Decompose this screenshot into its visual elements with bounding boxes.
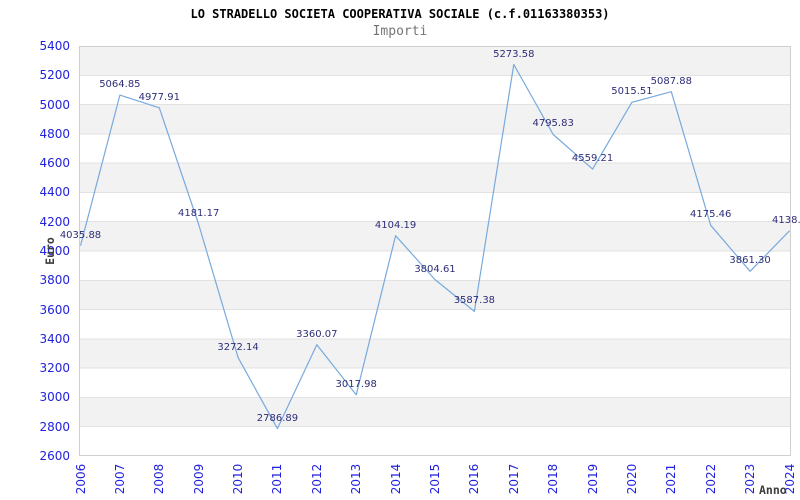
data-point-label: 4138.0: [772, 214, 800, 226]
plot-band: [79, 397, 791, 427]
y-tick-label: 3000: [39, 390, 70, 405]
x-tick-label: 2008: [152, 463, 167, 495]
y-tick-label: 5400: [39, 39, 70, 53]
x-tick-label: 2013: [349, 463, 364, 495]
plot-band: [79, 133, 791, 164]
y-tick-label: 5000: [39, 97, 70, 112]
x-tick-label: 2012: [309, 463, 324, 495]
x-tick-label: 2016: [467, 463, 482, 495]
data-point-label: 4175.46: [690, 209, 732, 221]
x-tick-label: 2014: [388, 463, 403, 495]
y-tick-label: 3200: [39, 361, 70, 376]
y-tick-label: 4200: [39, 214, 70, 229]
plot-border: [79, 46, 791, 456]
plot-band: [79, 221, 791, 251]
data-point-label: 3360.07: [296, 328, 338, 340]
x-tick-label: 2021: [664, 463, 679, 495]
x-tick-label: 2011: [270, 463, 285, 495]
data-point-label: 4181.17: [177, 208, 220, 220]
y-tick-label: 3800: [39, 273, 70, 288]
x-tick-label: 2009: [191, 463, 206, 495]
plot-band: [79, 46, 791, 76]
x-tick-label: 2006: [73, 463, 88, 495]
plot-band: [79, 368, 791, 398]
y-tick-label: 4800: [39, 126, 70, 141]
x-tick-label: 2010: [231, 463, 246, 495]
plot-canvas: [79, 46, 791, 456]
data-point-label: 2786.89: [256, 412, 299, 424]
chart-title: LO STRADELLO SOCIETA COOPERATIVA SOCIALE…: [190, 7, 610, 21]
data-point-label: 5015.51: [611, 86, 653, 98]
data-point-label: 4035.88: [59, 229, 102, 241]
y-tick-label: 3600: [39, 302, 70, 317]
series-line: [79, 63, 790, 430]
y-tick-label: 5200: [39, 68, 70, 83]
y-tick-label: 2600: [39, 449, 70, 463]
plot-area: [79, 46, 791, 456]
data-point-label: 3017.98: [335, 378, 377, 390]
x-tick-label: 2007: [112, 463, 127, 495]
x-tick-label: 2018: [546, 463, 561, 495]
data-point-label: 5273.58: [493, 48, 535, 60]
x-axis-title: Anno: [759, 483, 787, 497]
data-point-label: 4977.91: [138, 91, 180, 103]
plot-band: [79, 104, 791, 134]
data-point-label: 4559.21: [571, 153, 614, 165]
y-tick-label: 4600: [39, 156, 70, 171]
plot-band: [79, 251, 791, 281]
data-point-label: 3587.38: [453, 295, 496, 307]
plot-band: [79, 426, 791, 456]
data-point-label: 5087.88: [650, 75, 692, 87]
x-tick-label: 2023: [743, 463, 758, 495]
data-point-label: 3272.14: [217, 341, 259, 353]
plot-band: [79, 163, 791, 193]
data-point-label: 3861.30: [729, 255, 771, 267]
plot-band: [79, 192, 791, 222]
y-tick-label: 2800: [39, 419, 70, 434]
data-point-label: 5064.85: [99, 79, 141, 91]
y-tick-label: 3400: [39, 331, 70, 346]
x-tick-label: 2022: [703, 463, 718, 495]
data-point-label: 3804.61: [414, 263, 456, 275]
chart-subtitle: Importi: [372, 24, 428, 39]
plot-band: [79, 280, 791, 310]
plot-band: [79, 309, 791, 339]
data-point-label: 4795.83: [532, 118, 574, 130]
plot-band: [79, 75, 791, 105]
y-tick-label: 4000: [39, 244, 70, 258]
x-tick-label: 2017: [506, 463, 521, 495]
x-tick-label: 2019: [585, 463, 600, 495]
y-tick-label: 4400: [39, 185, 70, 200]
x-tick-label: 2015: [428, 463, 442, 495]
plot-band: [79, 338, 791, 369]
data-point-label: 4104.19: [374, 219, 417, 231]
y-axis-title: Euro: [43, 237, 57, 265]
x-tick-label: 2020: [624, 463, 639, 495]
